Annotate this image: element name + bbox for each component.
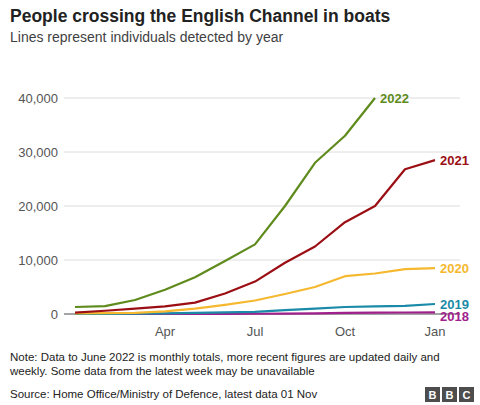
logo-text: BBC: [429, 389, 471, 401]
note: Note: Data to June 2022 is monthly total…: [10, 350, 465, 378]
chart-wrap: People crossing the English Channel in b…: [0, 0, 480, 405]
y-tick-label: 10,000: [18, 253, 58, 268]
source: Source: Home Office/Ministry of Defence,…: [10, 388, 317, 400]
series-line: [75, 160, 435, 313]
lines: [75, 98, 435, 314]
x-tick-label: Oct: [335, 324, 356, 339]
series-label: 2018: [440, 309, 469, 324]
grid-line: [64, 206, 460, 207]
chart-svg: People crossing the English Channel in b…: [0, 0, 480, 405]
y-tick-label: 30,000: [18, 145, 58, 160]
y-tick-label: 20,000: [18, 199, 58, 214]
series-line: [75, 98, 375, 307]
x-tick-label: Jul: [247, 324, 264, 339]
grid-line: [64, 152, 460, 153]
title: People crossing the English Channel in b…: [10, 6, 390, 26]
y-tick-label: 40,000: [18, 91, 58, 106]
grid: [64, 98, 460, 314]
x-tick-label: Apr: [155, 324, 176, 339]
series-label: 2021: [440, 153, 469, 168]
x-tick-label: Jan: [425, 324, 446, 339]
y-tick-label: 0: [51, 307, 58, 322]
series-line: [75, 268, 435, 313]
series-label: 2022: [380, 91, 409, 106]
logo: BBC: [425, 387, 474, 402]
series-label: 2020: [440, 261, 469, 276]
grid-line: [64, 260, 460, 261]
subtitle: Lines represent individuals detected by …: [10, 29, 284, 45]
